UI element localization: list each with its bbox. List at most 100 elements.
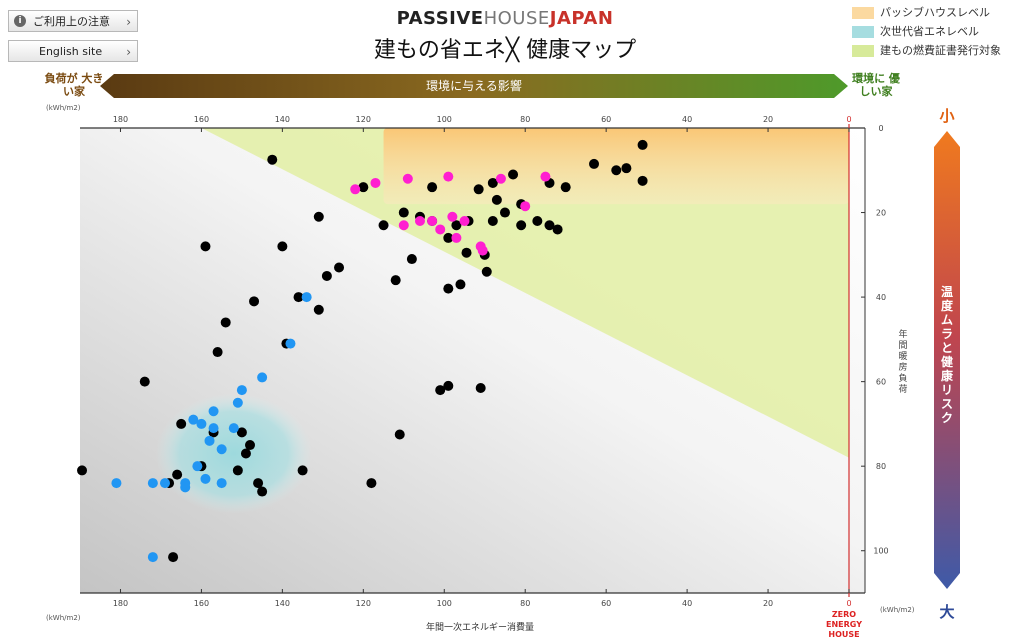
black-series bbox=[77, 139, 648, 563]
blue-point bbox=[147, 552, 158, 563]
chevron-right-icon: › bbox=[126, 45, 131, 59]
x-tick-label-bottom: 180 bbox=[113, 599, 128, 608]
blue-point bbox=[204, 435, 215, 446]
black-point bbox=[77, 465, 88, 476]
blue-point bbox=[147, 478, 158, 489]
blue-point bbox=[285, 338, 296, 349]
x-tick-label-bottom: 120 bbox=[356, 599, 371, 608]
black-point bbox=[544, 220, 555, 231]
y-tick-label: 100 bbox=[873, 547, 888, 556]
notice-button[interactable]: i ご利用上の注意 › bbox=[8, 10, 138, 32]
black-point bbox=[313, 304, 324, 315]
health-risk-arrow: 小 大 bbox=[934, 107, 960, 621]
risk-high-label: 大 bbox=[939, 603, 954, 621]
certificate-zone bbox=[201, 128, 850, 458]
black-point bbox=[232, 465, 243, 476]
black-point bbox=[277, 241, 288, 252]
black-point bbox=[443, 380, 454, 391]
blue-point bbox=[208, 406, 219, 417]
legend-item-passive: パッシブハウスレベル bbox=[852, 6, 990, 20]
x-tick-label-top: 80 bbox=[520, 115, 530, 124]
x-tick-label-bottom: 140 bbox=[275, 599, 290, 608]
black-point bbox=[366, 478, 377, 489]
legend-item-certificate: 建もの燃費証書発行対象 bbox=[852, 44, 1001, 58]
black-point bbox=[244, 440, 255, 451]
blue-point bbox=[216, 478, 227, 489]
info-icon: i bbox=[14, 15, 26, 27]
black-point bbox=[240, 448, 251, 459]
x-tick-label-top: 140 bbox=[275, 115, 290, 124]
english-site-button[interactable]: English site › bbox=[8, 40, 138, 62]
magenta-point bbox=[402, 173, 413, 184]
black-point bbox=[427, 182, 438, 193]
y-tick-label: 40 bbox=[876, 293, 886, 302]
x-unit-bottom: (kWh/m2) bbox=[46, 614, 81, 622]
blue-point bbox=[257, 372, 268, 383]
black-point bbox=[455, 279, 466, 290]
english-site-label: English site bbox=[39, 45, 103, 58]
blue-point bbox=[159, 478, 170, 489]
blue-point bbox=[228, 423, 239, 434]
black-point bbox=[473, 184, 484, 195]
blue-point bbox=[180, 482, 191, 493]
black-point bbox=[481, 266, 492, 277]
black-point bbox=[168, 552, 179, 563]
black-point bbox=[516, 199, 527, 210]
band bbox=[363, 297, 849, 466]
black-point bbox=[293, 292, 304, 303]
black-point bbox=[637, 139, 648, 150]
x-tick-label-bottom: 100 bbox=[437, 599, 452, 608]
black-point bbox=[398, 207, 409, 218]
x-unit-top: (kWh/m2) bbox=[46, 104, 81, 112]
x-tick-label-top: 160 bbox=[194, 115, 209, 124]
magenta-point bbox=[414, 216, 425, 226]
y-tick-label: 80 bbox=[876, 462, 886, 471]
x-tick-label-top: 120 bbox=[356, 115, 371, 124]
black-point bbox=[313, 211, 324, 222]
black-point bbox=[508, 169, 519, 180]
black-point bbox=[220, 317, 231, 328]
x-tick-label-bottom: 80 bbox=[520, 599, 530, 608]
high-impact-label: 負荷が 大きい家 bbox=[44, 72, 104, 98]
black-point bbox=[443, 283, 454, 294]
black-point bbox=[176, 418, 187, 429]
x-tick-label-top: 20 bbox=[763, 115, 773, 124]
y-tick-label: 60 bbox=[876, 378, 886, 387]
black-point bbox=[451, 220, 462, 231]
y-unit: (kWh/m2) bbox=[880, 606, 915, 614]
blue-point bbox=[111, 478, 122, 489]
black-point bbox=[516, 220, 527, 231]
black-point bbox=[552, 224, 563, 235]
black-point bbox=[390, 275, 401, 286]
chevron-right-icon: › bbox=[126, 15, 131, 29]
black-point bbox=[463, 216, 474, 226]
black-point bbox=[479, 249, 490, 260]
black-point bbox=[499, 207, 510, 218]
black-point bbox=[321, 270, 332, 281]
blue-point bbox=[200, 473, 211, 484]
eco-friendly-label: 環境に 優しい家 bbox=[852, 72, 900, 98]
black-point bbox=[406, 254, 417, 265]
magenta-point bbox=[495, 173, 506, 184]
legend-swatch bbox=[852, 45, 874, 57]
black-point bbox=[212, 347, 223, 358]
x-axis-label: 年間一次エネルギー消費量 bbox=[425, 623, 534, 633]
black-point bbox=[281, 338, 292, 349]
black-point bbox=[560, 182, 571, 193]
black-point bbox=[139, 376, 150, 387]
blue-point bbox=[301, 292, 312, 303]
risk-low-label: 小 bbox=[939, 107, 954, 125]
black-point bbox=[200, 241, 211, 252]
x-tick-label-bottom: 0 bbox=[846, 599, 851, 608]
blue-point bbox=[236, 385, 247, 396]
magenta-series bbox=[350, 171, 551, 256]
legend-swatch bbox=[852, 7, 874, 19]
blue-point bbox=[192, 461, 203, 472]
magenta-point bbox=[398, 220, 409, 231]
black-point bbox=[257, 486, 268, 497]
black-point bbox=[378, 220, 389, 231]
black-point bbox=[427, 216, 438, 226]
black-point bbox=[297, 465, 308, 476]
x-tick-label-bottom: 60 bbox=[601, 599, 611, 608]
black-point bbox=[414, 211, 425, 222]
